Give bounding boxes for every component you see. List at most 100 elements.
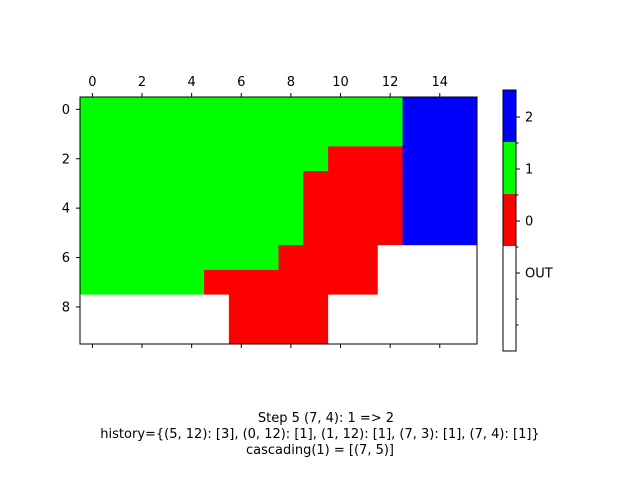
heatmap-cell	[427, 171, 453, 197]
heatmap-cell	[154, 121, 180, 147]
heatmap-cell	[352, 146, 379, 172]
heatmap-cell	[328, 269, 354, 295]
colorbar-label: 2	[525, 111, 533, 126]
heatmap-cell	[129, 294, 155, 320]
heatmap-cell	[253, 294, 279, 320]
heatmap-cell	[452, 220, 478, 246]
x-tick-label: 6	[237, 75, 245, 90]
heatmap-cell	[278, 97, 304, 123]
heatmap-cell	[80, 294, 106, 320]
heatmap-cell	[80, 319, 106, 345]
heatmap-cell	[253, 97, 279, 123]
heatmap-cell	[402, 195, 428, 221]
colorbar-label: 1	[525, 163, 533, 178]
heatmap-cell	[80, 121, 106, 147]
heatmap-cell	[352, 294, 379, 320]
heatmap-cell	[427, 245, 453, 271]
x-tick-label: 0	[88, 75, 96, 90]
colorbar-segment	[503, 246, 516, 352]
heatmap-cell	[452, 146, 478, 172]
colorbar-label: 0	[525, 215, 533, 230]
heatmap-cell	[179, 121, 205, 147]
heatmap-cell	[228, 195, 255, 221]
heatmap-cell	[104, 294, 131, 320]
heatmap-cell	[129, 220, 155, 246]
heatmap-cell	[303, 97, 329, 123]
heatmap-cell	[402, 146, 428, 172]
heatmap-cell	[278, 220, 304, 246]
heatmap-cell	[104, 195, 131, 221]
heatmap-cell	[204, 245, 230, 271]
heatmap-cell	[253, 195, 279, 221]
heatmap-cell	[303, 121, 329, 147]
heatmap-cell	[402, 269, 428, 295]
heatmap-cell	[352, 121, 379, 147]
caption-step: Step 5 (7, 4): 1 => 2	[258, 411, 394, 426]
colorbar-label: OUT	[525, 267, 553, 282]
heatmap-cell	[204, 220, 230, 246]
heatmap-cell	[278, 245, 304, 271]
heatmap-cell	[352, 97, 379, 123]
colorbar-segment	[503, 194, 516, 247]
heatmap-cell	[328, 171, 354, 197]
heatmap-cell	[104, 319, 131, 345]
heatmap-cell	[80, 269, 106, 295]
heatmap-cell	[427, 319, 453, 345]
heatmap-cell	[278, 319, 304, 345]
heatmap-cell	[328, 294, 354, 320]
heatmap-cell	[402, 220, 428, 246]
heatmap-cell	[352, 220, 379, 246]
heatmap-cell	[402, 97, 428, 123]
heatmap-cell	[253, 121, 279, 147]
heatmap-cell	[80, 97, 106, 123]
heatmap-cell	[377, 171, 403, 197]
heatmap-cell	[278, 195, 304, 221]
heatmap-cell	[278, 146, 304, 172]
heatmap-cell	[179, 195, 205, 221]
heatmap-cell	[352, 171, 379, 197]
heatmap-cell	[328, 245, 354, 271]
heatmap-cell	[104, 121, 131, 147]
heatmap-cell	[253, 319, 279, 345]
heatmap-cell	[427, 121, 453, 147]
heatmap-cell	[104, 146, 131, 172]
heatmap-cell	[377, 319, 403, 345]
heatmap-cell	[204, 146, 230, 172]
heatmap-cell	[179, 220, 205, 246]
heatmap-cell	[228, 146, 255, 172]
heatmap-cell	[452, 245, 478, 271]
heatmap-cell	[129, 269, 155, 295]
x-tick-label: 4	[188, 75, 196, 90]
heatmap-cell	[303, 171, 329, 197]
heatmap-cell	[377, 245, 403, 271]
heatmap-cell	[154, 294, 180, 320]
heatmap-cell	[228, 220, 255, 246]
heatmap-cell	[154, 319, 180, 345]
heatmap-cell	[452, 294, 478, 320]
heatmap-cell	[129, 97, 155, 123]
heatmap-cell	[154, 171, 180, 197]
heatmap-cell	[80, 146, 106, 172]
heatmap-cell	[129, 171, 155, 197]
heatmap-cell	[402, 294, 428, 320]
heatmap-cell	[104, 171, 131, 197]
heatmap-cell	[303, 269, 329, 295]
heatmap-cell	[427, 269, 453, 295]
heatmap-cell	[228, 294, 255, 320]
heatmap-cell	[204, 195, 230, 221]
heatmap-cell	[179, 294, 205, 320]
x-tick-label: 14	[432, 75, 449, 90]
heatmap-cell	[154, 245, 180, 271]
heatmap-cell	[179, 97, 205, 123]
heatmap-cell	[452, 121, 478, 147]
heatmap-cell	[452, 171, 478, 197]
heatmap-cell	[402, 121, 428, 147]
heatmap-cell	[377, 220, 403, 246]
y-axis: 0 2 4 6 8	[62, 103, 80, 315]
x-tick-label: 2	[138, 75, 146, 90]
heatmap-cell	[154, 220, 180, 246]
colorbar-segment	[503, 142, 516, 195]
heatmap-cell	[352, 195, 379, 221]
heatmap-cell	[303, 220, 329, 246]
